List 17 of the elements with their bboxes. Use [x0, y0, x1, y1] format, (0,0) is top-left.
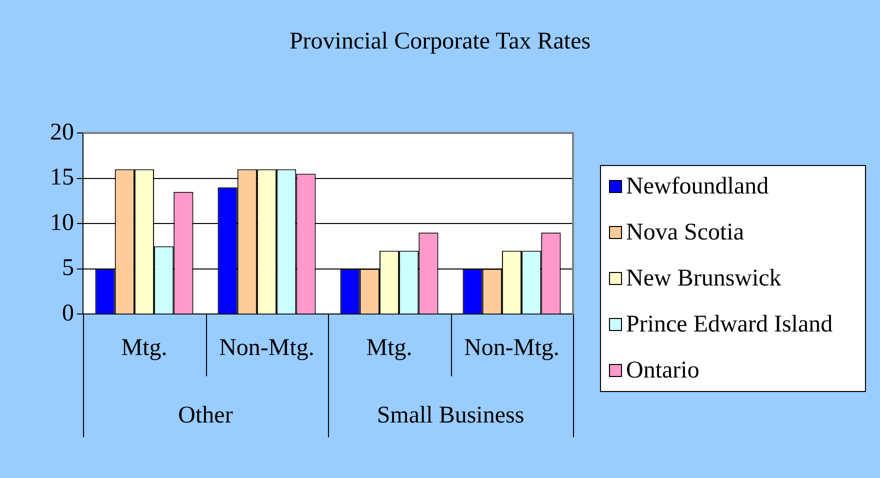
y-tick-label: 20 [50, 119, 74, 146]
legend-label: Ontario [626, 357, 700, 384]
legend-label: New Brunswick [626, 265, 782, 292]
y-tick-label: 5 [62, 255, 74, 282]
x-tick-label: Non-Mtg. [464, 334, 560, 361]
legend-label: Newfoundland [626, 173, 769, 200]
legend-label: Prince Edward Island [626, 311, 833, 338]
y-tick-label: 0 [62, 300, 74, 326]
text: Other [178, 402, 233, 428]
y-tick-label: 15 [50, 164, 74, 191]
chart-title: Provincial Corporate Tax Rates [289, 28, 591, 54]
x-tick-label: Mtg. [121, 334, 168, 361]
x-tick-label: Non-Mtg. [219, 334, 314, 361]
x-tick-label: Mtg. [366, 334, 412, 361]
text: Small Business [376, 402, 524, 428]
y-tick-label: 10 [50, 210, 74, 236]
legend-label: Nova Scotia [626, 219, 744, 246]
